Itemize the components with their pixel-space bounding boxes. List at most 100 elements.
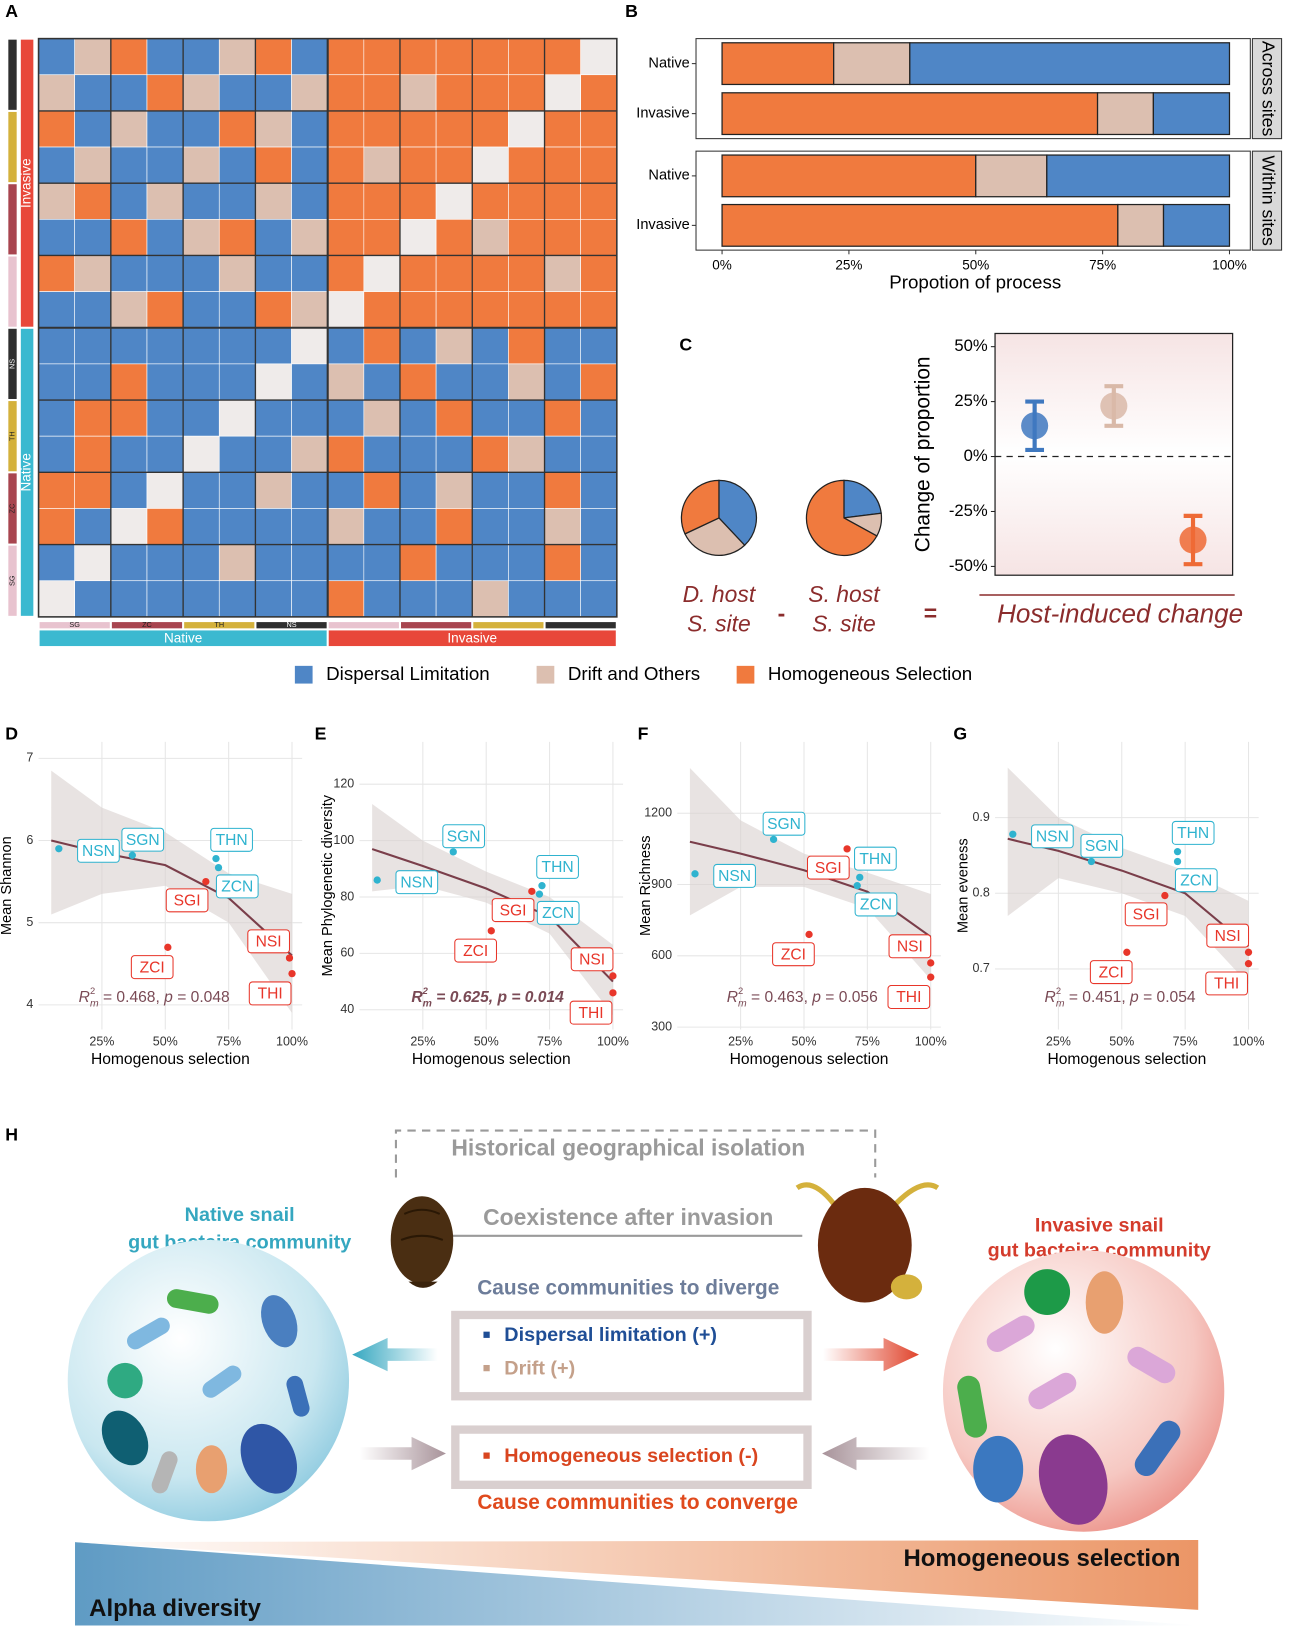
point-label: THI [578,1005,603,1022]
point [1021,412,1049,440]
x-tick-label: 75% [855,1034,880,1048]
annotation-part: 2 [738,986,743,996]
x-tick-label: 50% [1109,1034,1134,1048]
heatmap-cell [471,182,509,220]
heatmap-cell [580,544,618,582]
confidence-band [51,770,293,1014]
y-tick-label: 7 [26,751,33,765]
invasive-community [942,1250,1225,1532]
heatmap-cell [508,255,545,292]
x-tick-label: 100% [276,1034,308,1048]
invasive-snail [795,1182,940,1303]
heatmap-cell [255,580,292,618]
group-label: SG [69,620,80,629]
bar-segment [721,42,835,86]
x-axis-label: Propotion of process [889,271,1061,292]
host-label: Native [164,630,202,645]
heatmap-cell [399,363,437,401]
heatmap-cell [363,219,401,256]
coexistence-label: Coexistence after invasion [483,1204,773,1230]
label-box [248,981,292,1006]
heatmap-cell [435,74,473,112]
facet-label: Across sites [1258,41,1278,137]
heatmap-cell [580,182,618,220]
y-tick-label: 4 [26,997,33,1011]
heatmap-cell [363,544,401,582]
heatmap-cell [544,146,581,184]
heatmap-cell [327,291,365,329]
point-label: ZCI [781,946,806,963]
heatmap-cell [327,38,365,76]
label-box [130,955,174,980]
heatmap-cell [471,508,509,545]
host-bar [20,39,34,327]
heatmap-cell [182,38,220,76]
heatmap-cell [471,435,509,473]
label-box [887,985,931,1009]
x-tick-label: 75% [1089,257,1116,272]
panel-letter: F [638,723,649,743]
heatmap-cell [182,146,220,184]
point [853,882,861,890]
point-label: SGN [447,828,481,845]
heatmap-cell [110,363,148,401]
heatmap-cell [146,435,184,473]
label-box [569,1000,613,1025]
point [927,959,935,967]
heatmap-cell [435,291,473,329]
heatmap-cell [38,255,76,292]
y-tick-label: 300 [651,1019,672,1033]
confidence-band [1007,767,1249,985]
x-tick-label: 0% [712,257,732,272]
point-label: THN [542,859,574,876]
pie-label: S. host [808,581,881,607]
x-tick-label: 25% [410,1034,435,1048]
heatmap-cell [580,363,618,401]
heatmap-cell [146,38,184,76]
heatmap-cell [435,38,473,76]
point-label: ZCN [221,879,253,896]
heatmap-cell [38,146,76,184]
heatmap-cell [38,38,76,76]
heatmap-cell [291,544,329,582]
heatmap-cell [38,580,76,618]
heatmap-cell [218,291,256,329]
label-box [1089,960,1133,985]
x-tick-label: 50% [962,257,989,272]
heatmap-cell [544,544,581,582]
group-bar [256,622,327,629]
heatmap-cell [110,435,148,473]
heatmap-cell [74,74,112,112]
heatmap-cell [399,291,437,329]
label-box [1031,824,1074,849]
panel-letter: G [953,723,967,743]
heatmap-cell [146,146,184,184]
arrow-converge [359,1436,446,1471]
y-tick-label: 6 [26,833,33,847]
heatmap-cell [399,472,437,509]
heatmap-cell [471,146,509,184]
x-tick-label: 100% [1233,1034,1265,1048]
point-label: ZCI [463,943,488,960]
heatmap-cell [38,182,76,220]
heatmap-cell [363,363,401,401]
heatmap-cell [74,182,112,220]
point-label: ZCI [1099,964,1124,981]
heatmap-cell [146,472,184,509]
heatmap-cell [74,255,112,292]
group-bar [184,622,255,629]
heatmap-cell [110,508,148,545]
heatmap-cell [399,255,437,292]
heatmap-cell [399,146,437,184]
heatmap-cell [182,110,220,148]
heatmap-cell [471,291,509,329]
heatmap-cell [399,38,437,76]
heatmap-cell [74,219,112,256]
category-label: Invasive [636,105,689,121]
heatmap-cell [580,219,618,256]
heatmap-cell [110,472,148,509]
heatmap-cell [255,219,292,256]
y-axis-label: Mean Richness [638,835,654,935]
point [1087,857,1096,866]
heatmap-cell [363,38,401,76]
